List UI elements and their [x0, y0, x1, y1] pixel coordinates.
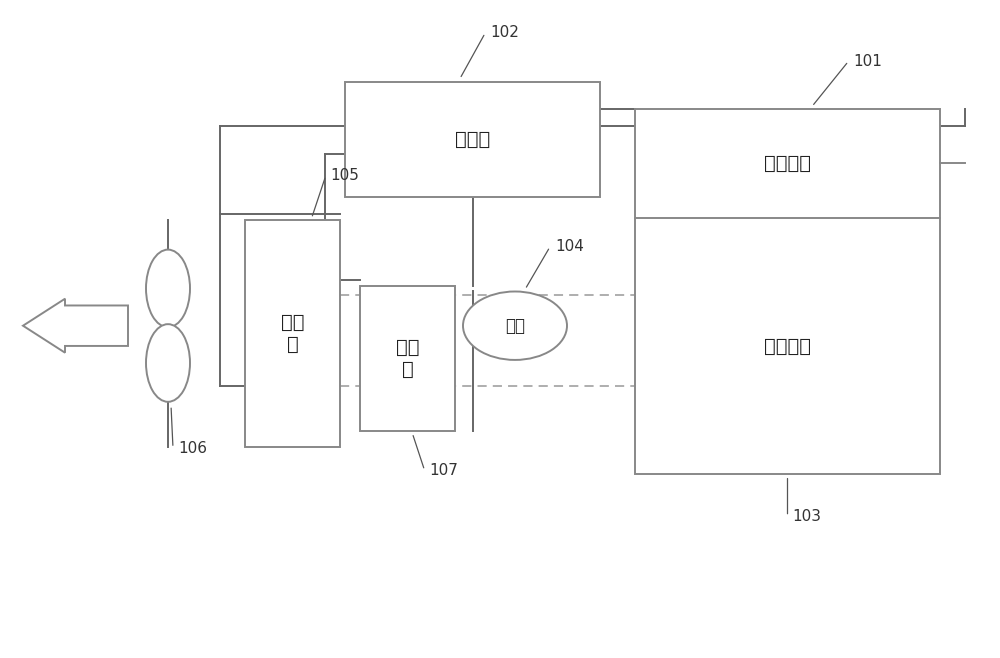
Text: 水冷设备: 水冷设备 — [764, 336, 811, 355]
Circle shape — [463, 291, 567, 360]
Text: 101: 101 — [854, 54, 882, 68]
Bar — [345, 82, 600, 197]
Text: 107: 107 — [430, 463, 458, 478]
Text: 散热
器: 散热 器 — [281, 313, 304, 355]
Text: 蒸发
器: 蒸发 器 — [396, 338, 419, 379]
Text: 水泵: 水泵 — [505, 316, 525, 335]
Text: 106: 106 — [178, 441, 207, 455]
Text: 动力电池: 动力电池 — [764, 154, 811, 173]
Text: 102: 102 — [490, 26, 519, 40]
Text: 控制器: 控制器 — [455, 130, 490, 149]
Bar — [245, 220, 340, 447]
Text: 103: 103 — [792, 509, 822, 524]
Bar — [635, 109, 940, 474]
Ellipse shape — [146, 324, 190, 402]
Text: 104: 104 — [555, 240, 584, 254]
Bar — [360, 286, 455, 431]
Text: 105: 105 — [331, 168, 360, 183]
FancyArrow shape — [23, 299, 128, 353]
Ellipse shape — [146, 249, 190, 327]
